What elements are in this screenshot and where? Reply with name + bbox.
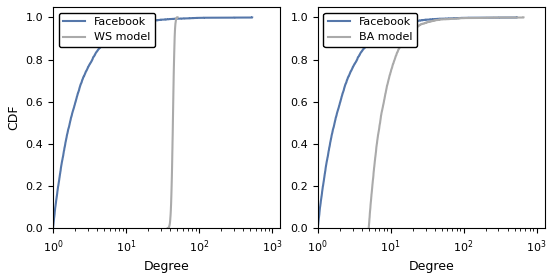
X-axis label: Degree: Degree <box>408 260 454 273</box>
Facebook <box>322 166 329 169</box>
Y-axis label: CDF: CDF <box>7 105 20 130</box>
Facebook <box>49 227 56 230</box>
Facebook <box>320 184 326 187</box>
WS model <box>169 149 176 152</box>
Facebook <box>327 139 334 142</box>
BA model <box>369 184 376 187</box>
WS model <box>174 16 181 19</box>
Legend: Facebook, BA model: Facebook, BA model <box>323 13 417 47</box>
WS model <box>168 184 175 187</box>
Facebook <box>63 139 69 142</box>
Line: BA model: BA model <box>369 17 523 228</box>
WS model <box>169 139 176 142</box>
BA model <box>374 139 381 142</box>
Facebook <box>80 74 87 78</box>
Facebook <box>249 16 255 19</box>
BA model <box>373 149 380 152</box>
Facebook <box>89 59 95 62</box>
BA model <box>520 16 527 19</box>
Facebook <box>513 16 520 19</box>
WS model <box>170 74 177 78</box>
Facebook <box>55 184 62 187</box>
WS model <box>171 59 178 62</box>
Facebook <box>60 149 67 152</box>
BA model <box>391 59 398 62</box>
Facebook <box>314 227 321 230</box>
WS model <box>164 227 171 230</box>
Line: Facebook: Facebook <box>317 17 517 228</box>
Facebook <box>326 149 332 152</box>
Facebook <box>58 166 64 169</box>
Facebook <box>345 74 352 78</box>
Line: Facebook: Facebook <box>53 17 252 228</box>
Line: WS model: WS model <box>168 17 178 228</box>
Legend: Facebook, WS model: Facebook, WS model <box>58 13 155 47</box>
Facebook <box>354 59 360 62</box>
X-axis label: Degree: Degree <box>144 260 189 273</box>
WS model <box>169 166 175 169</box>
BA model <box>371 166 377 169</box>
BA model <box>365 227 372 230</box>
BA model <box>386 74 393 78</box>
